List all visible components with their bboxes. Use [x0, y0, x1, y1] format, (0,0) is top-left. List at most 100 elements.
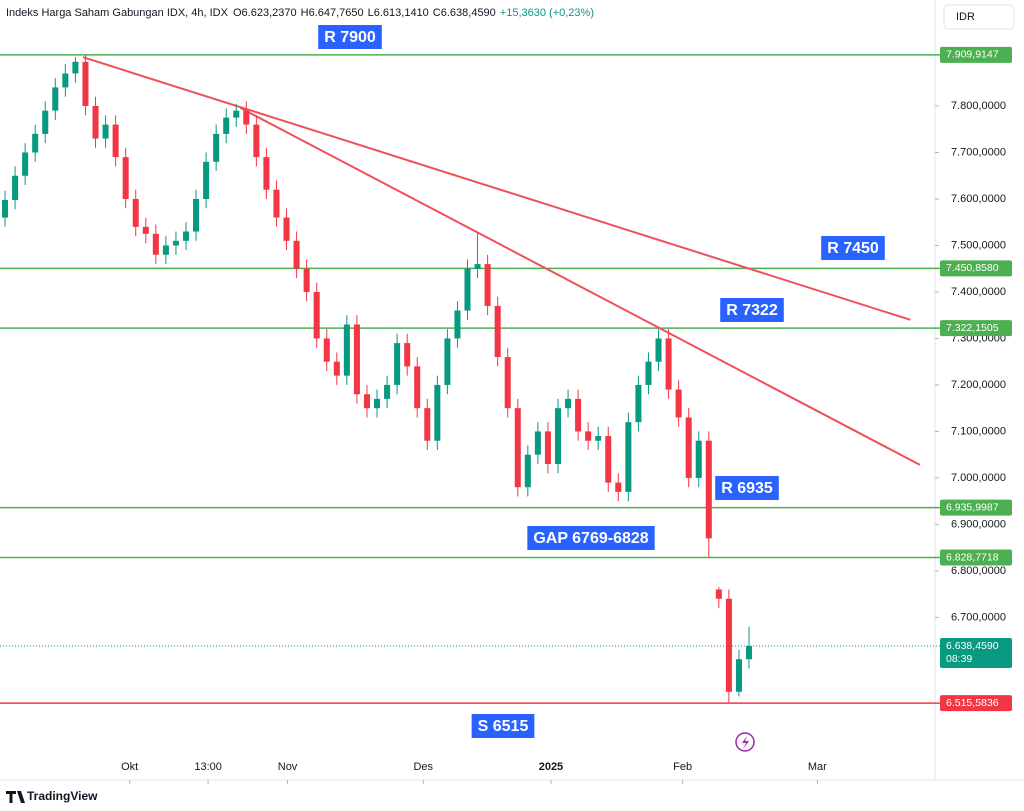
- candle-body: [263, 157, 270, 190]
- candle-body: [12, 175, 19, 200]
- trendline: [82, 56, 911, 321]
- candle-body: [745, 645, 753, 660]
- candle-body: [223, 117, 230, 134]
- level-label: 6.638,4590: [946, 640, 999, 652]
- candle-body: [655, 338, 662, 362]
- candle-body: [725, 598, 732, 692]
- brand: TradingView: [27, 789, 98, 803]
- candle-body: [313, 291, 320, 339]
- y-tick-label: 6.900,0000: [951, 518, 1006, 530]
- candle-body: [444, 338, 451, 385]
- candle-body: [575, 398, 582, 432]
- candle-body: [695, 440, 702, 478]
- candle-body: [132, 198, 139, 227]
- candle-body: [22, 152, 29, 176]
- x-tick-label: Mar: [808, 761, 827, 773]
- candle-body: [142, 226, 149, 234]
- candle-body: [112, 124, 119, 158]
- candle-body: [715, 589, 722, 599]
- candle-body: [333, 361, 340, 376]
- level-label-box: [940, 549, 1012, 566]
- candle-body: [122, 157, 129, 199]
- level-label: 6.515,5836: [946, 697, 999, 709]
- ohlc-legend: O6.623,2370: [233, 7, 297, 19]
- x-tick-label: Nov: [278, 761, 298, 773]
- annotation-box: [318, 25, 382, 49]
- candle-body: [243, 110, 250, 125]
- y-tick-label: 7.100,0000: [951, 425, 1006, 437]
- candle-body: [554, 408, 561, 464]
- chart-title: Indeks Harga Saham Gabungan IDX, 4h, IDX: [6, 7, 229, 19]
- ohlc-legend: L6.613,1410: [368, 7, 429, 19]
- annotation: R 7322: [726, 302, 778, 319]
- candle-body: [565, 398, 572, 409]
- candle-body: [534, 431, 541, 455]
- candle-body: [343, 324, 350, 376]
- y-tick-label: 6.800,0000: [951, 565, 1006, 577]
- candle-body: [635, 384, 642, 423]
- candle-body: [82, 61, 89, 106]
- x-tick-label: Okt: [121, 761, 138, 773]
- y-tick-label: 7.600,0000: [951, 193, 1006, 205]
- candle-body: [615, 482, 622, 492]
- annotation: GAP 6769-6828: [533, 530, 648, 547]
- candle-body: [504, 357, 511, 409]
- annotation-box: [471, 714, 535, 738]
- candle-body: [675, 389, 682, 418]
- candle-body: [424, 408, 431, 441]
- candle-body: [494, 305, 501, 358]
- candle-body: [384, 384, 391, 399]
- candle-body: [182, 231, 190, 241]
- y-tick-label: 7.700,0000: [951, 146, 1006, 158]
- x-tick-label: 13:00: [194, 761, 222, 773]
- candle-body: [172, 240, 179, 246]
- event-icon[interactable]: [735, 732, 755, 752]
- candle-body: [363, 394, 370, 409]
- level-label: 7.909,9147: [946, 49, 999, 61]
- x-tick-label: Feb: [673, 761, 692, 773]
- candle-body: [213, 133, 220, 162]
- candle-body: [705, 440, 712, 539]
- candle-body: [283, 217, 290, 241]
- level-label: 7.450,8580: [946, 262, 999, 274]
- candle-body: [193, 198, 200, 232]
- candle-body: [595, 436, 602, 441]
- level-label: 7.322,1505: [946, 322, 999, 334]
- countdown: 08:39: [946, 653, 972, 665]
- y-tick-label: 7.500,0000: [951, 239, 1006, 251]
- level-label: 6.935,9987: [946, 501, 999, 513]
- candle-body: [374, 398, 381, 409]
- candle-body: [293, 240, 300, 269]
- candle-body: [605, 436, 612, 483]
- brand-logo: [6, 791, 25, 803]
- candle-body: [353, 324, 360, 395]
- level-label-box: [940, 320, 1012, 337]
- candle-body: [233, 110, 240, 118]
- candle-body: [625, 422, 632, 492]
- candle-body: [42, 110, 49, 134]
- candle-body: [645, 361, 652, 385]
- ohlc-legend: +15,3630 (+0,23%): [500, 7, 594, 19]
- x-tick-label: 2025: [539, 761, 563, 773]
- annotation-box: [715, 476, 779, 500]
- candle-body: [484, 264, 491, 306]
- candle-body: [394, 343, 401, 385]
- annotation: R 7450: [827, 240, 879, 257]
- candle-body: [152, 233, 159, 255]
- candle-body: [464, 268, 471, 311]
- y-tick-label: 6.700,0000: [951, 611, 1006, 623]
- y-tick-label: 7.000,0000: [951, 472, 1006, 484]
- ohlc-legend: H6.647,7650: [301, 7, 364, 19]
- candle-body: [404, 343, 411, 367]
- annotation: R 7900: [324, 29, 376, 46]
- currency[interactable]: IDR: [956, 11, 975, 23]
- level-label-box: [940, 46, 1012, 63]
- candle-body: [585, 431, 592, 441]
- currency-button[interactable]: [943, 4, 1015, 30]
- y-tick-label: 7.800,0000: [951, 100, 1006, 112]
- level-label-box: [940, 695, 1012, 712]
- candle-body: [303, 268, 310, 292]
- candle-body: [474, 264, 481, 269]
- candle-body: [162, 245, 169, 255]
